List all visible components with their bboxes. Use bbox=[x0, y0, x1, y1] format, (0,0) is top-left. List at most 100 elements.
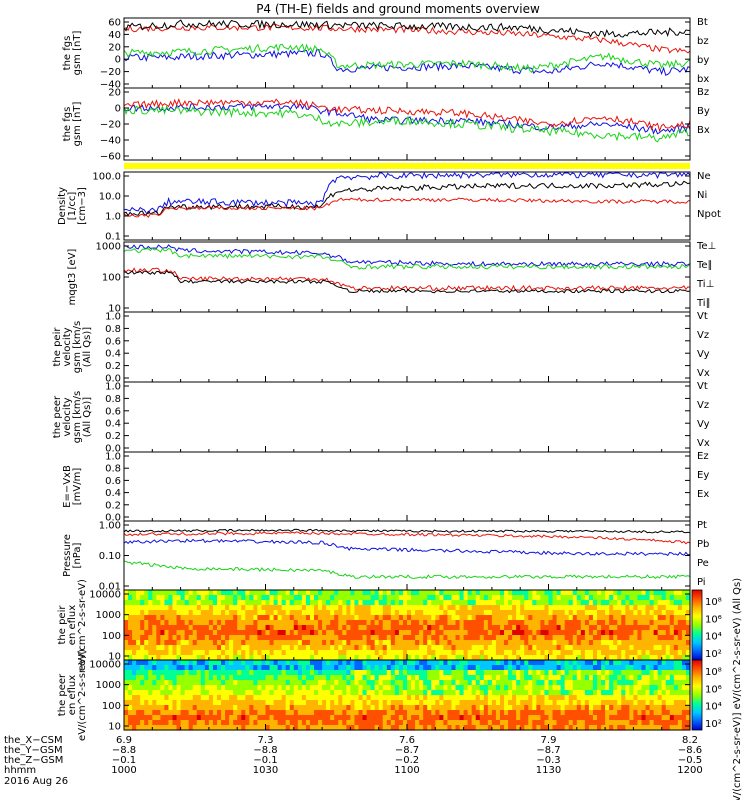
heatmap-cell bbox=[532, 630, 537, 636]
heatmap-cell bbox=[330, 660, 335, 666]
heatmap-cell bbox=[221, 595, 226, 601]
heatmap-cell bbox=[354, 615, 360, 621]
heatmap-cell bbox=[681, 705, 687, 711]
heatmap-cell bbox=[649, 715, 655, 721]
heatmap-cell bbox=[208, 590, 214, 596]
heatmap-cell bbox=[221, 640, 226, 646]
heatmap-cell bbox=[386, 715, 392, 721]
heatmap-cell bbox=[334, 605, 339, 611]
x-tick-label: −0.3 bbox=[536, 755, 560, 766]
heatmap-cell bbox=[176, 680, 182, 686]
heatmap-cell bbox=[427, 645, 432, 651]
heatmap-cell bbox=[180, 670, 186, 676]
heatmap-cell bbox=[281, 650, 287, 656]
heatmap-cell bbox=[277, 665, 283, 671]
heatmap-cell bbox=[253, 700, 259, 706]
heatmap-cell bbox=[495, 700, 501, 706]
heatmap-cell bbox=[132, 680, 137, 686]
heatmap-cell bbox=[621, 610, 626, 616]
series-line-Ne bbox=[123, 171, 691, 215]
heatmap-cell bbox=[467, 610, 473, 616]
heatmap-cell bbox=[366, 620, 372, 626]
heatmap-cell bbox=[378, 675, 384, 681]
heatmap-cell bbox=[140, 640, 145, 646]
heatmap-cell bbox=[625, 645, 630, 651]
heatmap-cell bbox=[398, 590, 404, 596]
heatmap-cell bbox=[645, 625, 651, 631]
heatmap-cell bbox=[358, 705, 364, 711]
heatmap-cell bbox=[342, 695, 347, 701]
heatmap-cell bbox=[156, 685, 161, 691]
heatmap-cell bbox=[552, 720, 558, 726]
heatmap-cell bbox=[467, 670, 473, 676]
heatmap-cell bbox=[184, 600, 190, 606]
heatmap-cell bbox=[564, 680, 570, 686]
heatmap-cell bbox=[346, 695, 351, 701]
heatmap-cell bbox=[499, 595, 505, 601]
heatmap-cell bbox=[443, 625, 449, 631]
heatmap-cell bbox=[617, 710, 622, 716]
heatmap-cell bbox=[241, 680, 246, 686]
heatmap-cell bbox=[200, 710, 206, 716]
heatmap-cell bbox=[225, 725, 230, 731]
series-line-by bbox=[123, 24, 691, 54]
heatmap-cell bbox=[463, 715, 469, 721]
heatmap-cell bbox=[322, 630, 327, 636]
heatmap-cell bbox=[419, 690, 424, 696]
legend-entry-Ey: Ey bbox=[697, 470, 709, 481]
heatmap-cell bbox=[637, 620, 643, 626]
heatmap-cell bbox=[132, 635, 137, 641]
y-tick-label: −40 bbox=[100, 80, 121, 91]
heatmap-cell bbox=[633, 670, 639, 676]
heatmap-cell bbox=[677, 690, 683, 696]
heatmap-cell bbox=[350, 690, 356, 696]
heatmap-cell bbox=[588, 670, 594, 676]
y-tick-label: 0.1 bbox=[105, 232, 121, 243]
heatmap-cell bbox=[601, 635, 606, 641]
heatmap-cell bbox=[342, 720, 347, 726]
heatmap-cell bbox=[160, 710, 166, 716]
heatmap-cell bbox=[455, 640, 461, 646]
heatmap-cell bbox=[605, 715, 610, 721]
heatmap-cell bbox=[560, 660, 566, 666]
heatmap-cell bbox=[358, 710, 364, 716]
heatmap-cell bbox=[528, 615, 533, 621]
heatmap-cell bbox=[673, 670, 679, 676]
heatmap-cell bbox=[358, 610, 364, 616]
heatmap-cell bbox=[318, 620, 323, 626]
heatmap-cell bbox=[293, 625, 299, 631]
heatmap-cell bbox=[362, 700, 368, 706]
heatmap-cell bbox=[140, 720, 145, 726]
y-tick-label: 1.0 bbox=[105, 312, 121, 323]
heatmap-cell bbox=[479, 610, 485, 616]
heatmap-cell bbox=[661, 660, 667, 666]
heatmap-cell bbox=[326, 620, 331, 626]
heatmap-cell bbox=[326, 595, 331, 601]
heatmap-cell bbox=[342, 625, 347, 631]
heatmap-cell bbox=[609, 695, 614, 701]
heatmap-cell bbox=[407, 600, 412, 606]
heatmap-cell bbox=[281, 620, 287, 626]
heatmap-cell bbox=[293, 670, 299, 676]
heatmap-cell bbox=[172, 675, 178, 681]
legend-entry-Te⊥: Te⊥ bbox=[696, 241, 716, 252]
heatmap-cell bbox=[467, 630, 473, 636]
heatmap-cell bbox=[459, 620, 465, 626]
heatmap-cell bbox=[229, 590, 234, 596]
heatmap-cell bbox=[443, 620, 449, 626]
heatmap-cell bbox=[544, 690, 550, 696]
heatmap-cell bbox=[597, 650, 602, 656]
heatmap-cell bbox=[229, 620, 234, 626]
heatmap-cell bbox=[293, 710, 299, 716]
heatmap-cell bbox=[394, 715, 400, 721]
heatmap-cell bbox=[366, 725, 372, 731]
heatmap-cell bbox=[552, 695, 558, 701]
heatmap-cell bbox=[180, 685, 186, 691]
heatmap-cell bbox=[588, 680, 594, 686]
heatmap-cell bbox=[673, 680, 679, 686]
heatmap-cell bbox=[390, 710, 396, 716]
heatmap-cell bbox=[233, 665, 238, 671]
heatmap-cell bbox=[633, 715, 639, 721]
heatmap-cell bbox=[621, 690, 626, 696]
heatmap-cell bbox=[556, 630, 562, 636]
